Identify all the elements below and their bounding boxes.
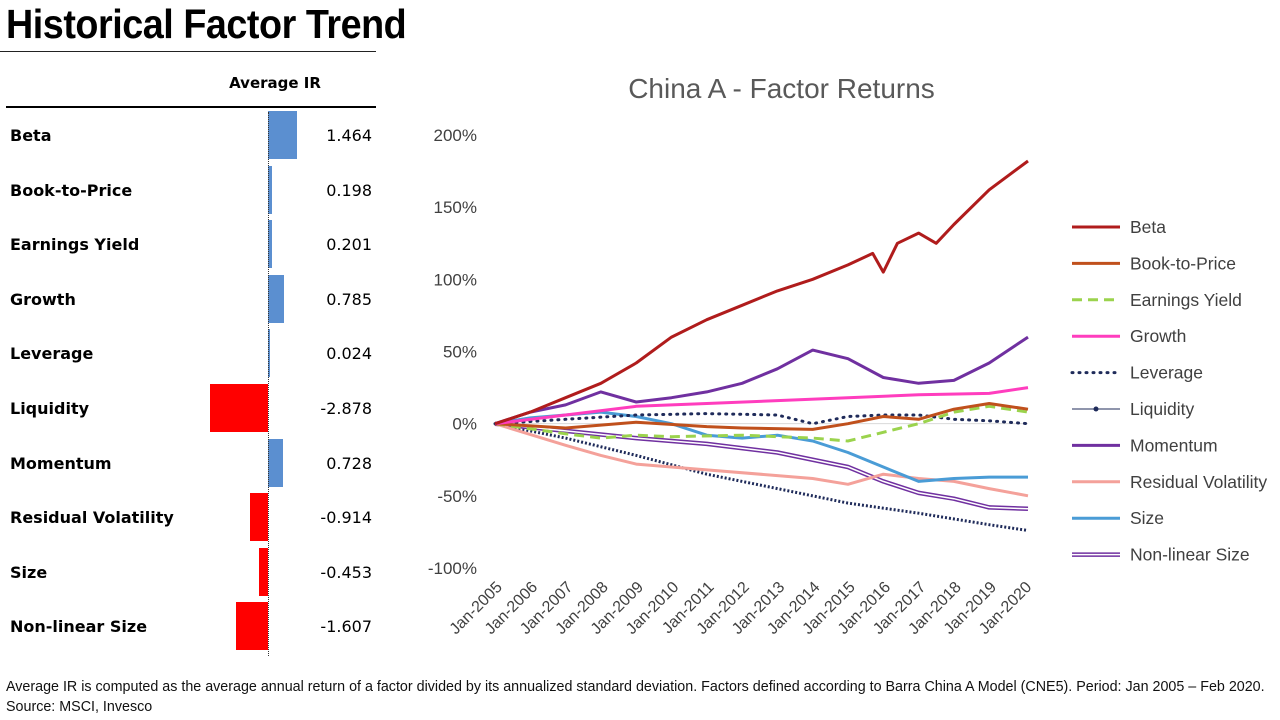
legend-label: Liquidity	[1130, 399, 1194, 419]
legend-label: Book-to-Price	[1130, 253, 1236, 273]
ir-factor-label: Beta	[10, 126, 52, 145]
ir-row: Liquidity -2.878	[0, 383, 380, 437]
y-tick-label: 100%	[434, 270, 477, 289]
legend-label: Residual Volatility	[1130, 472, 1267, 492]
ir-row: Beta 1.464	[0, 110, 380, 164]
ir-factor-label: Earnings Yield	[10, 235, 140, 255]
legend-label: Beta	[1130, 217, 1166, 237]
y-tick-label: 50%	[443, 343, 477, 362]
ir-value: 0.785	[326, 289, 372, 309]
ir-factor-label: Size	[10, 562, 48, 582]
series-line-earnings-yield	[494, 404, 1029, 443]
ir-bar	[268, 111, 298, 159]
ir-factor-label: Book-to-Price	[10, 180, 133, 200]
ir-bar	[258, 547, 268, 596]
ir-row: Momentum 0.728	[0, 438, 380, 492]
ir-value: -0.914	[320, 508, 372, 528]
ir-value: 0.728	[326, 453, 372, 473]
y-tick-label: -50%	[437, 487, 477, 506]
legend-label: Earnings Yield	[1130, 290, 1242, 310]
legend-label: Momentum	[1130, 435, 1218, 455]
ir-bar	[235, 602, 268, 651]
ir-row: Earnings Yield 0.201	[0, 219, 380, 273]
ir-bar	[268, 274, 284, 323]
ir-factor-label: Leverage	[10, 344, 94, 364]
ir-factor-label: Non-linear Size	[10, 617, 148, 637]
ir-table-header: Average IR	[229, 74, 321, 92]
y-tick-label: -100%	[428, 559, 477, 578]
ir-value: 0.198	[326, 180, 372, 200]
legend-label: Leverage	[1130, 363, 1203, 383]
chart-title: China A - Factor Returns	[628, 73, 935, 104]
page-title: Historical Factor Trend	[6, 1, 407, 47]
series-line-leverage	[493, 412, 1030, 426]
ir-header-rule	[6, 106, 376, 108]
ir-bar	[268, 220, 273, 269]
ir-bar	[249, 493, 268, 542]
legend-label: Growth	[1130, 326, 1186, 346]
ir-row: Book-to-Price 0.198	[0, 165, 380, 219]
series-line-book-to-price	[494, 402, 1029, 431]
ir-value: -1.607	[320, 617, 372, 637]
ir-row: Residual Volatility -0.914	[0, 492, 380, 546]
series-line-liquidity	[494, 422, 1029, 532]
ir-factor-label: Residual Volatility	[10, 508, 174, 528]
series-line-growth	[494, 386, 1029, 426]
legend-marker	[1093, 406, 1099, 412]
series-line-residual-volatility	[494, 422, 1029, 498]
y-tick-label: 0%	[452, 415, 477, 434]
average-ir-table: Beta 1.464 Book-to-Price 0.198 Earnings Yiel…	[0, 110, 380, 658]
factor-returns-chart: China A - Factor Returns 200% 150% 100% 50% 0…	[428, 73, 1268, 638]
ir-zero-axis	[268, 112, 269, 656]
footnote: Average IR is computed as the average an…	[6, 679, 1265, 715]
ir-row: Size -0.453	[0, 547, 380, 601]
ir-value: 1.464	[326, 126, 372, 145]
ir-bar	[268, 165, 272, 214]
ir-value: 0.201	[326, 235, 372, 255]
ir-factor-label: Momentum	[10, 453, 112, 473]
legend-label: Size	[1130, 508, 1164, 528]
ir-bar	[268, 438, 283, 487]
ir-factor-label: Liquidity	[10, 399, 90, 418]
ir-value: -0.453	[320, 562, 372, 582]
ir-factor-label: Growth	[10, 289, 76, 309]
ir-value: -2.878	[320, 399, 372, 418]
series-line-momentum	[494, 335, 1029, 426]
y-tick-label: 200%	[434, 126, 477, 145]
y-tick-label: 150%	[434, 198, 477, 217]
title-rule	[0, 51, 376, 52]
legend-label: Non-linear Size	[1130, 545, 1250, 565]
ir-value: 0.024	[326, 344, 372, 364]
ir-bar	[210, 384, 268, 432]
ir-row: Leverage 0.024	[0, 328, 380, 382]
ir-row: Non-linear Size -1.607	[0, 601, 380, 655]
series-line-beta	[494, 159, 1029, 426]
ir-row: Growth 0.785	[0, 274, 380, 328]
